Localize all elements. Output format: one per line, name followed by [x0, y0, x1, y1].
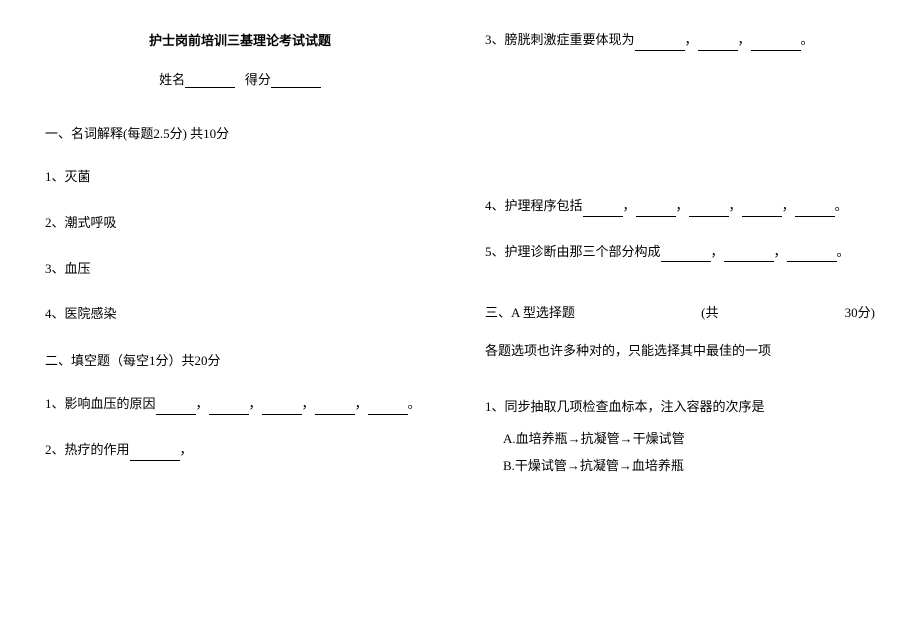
q2-2-prefix: 2、热疗的作用	[45, 442, 130, 457]
name-label: 姓名	[159, 72, 185, 87]
blank	[368, 401, 408, 415]
blank	[742, 203, 782, 217]
q2-4-prefix: 4、护理程序包括	[485, 198, 583, 213]
blank	[636, 203, 676, 217]
blank	[661, 248, 711, 262]
blank	[583, 203, 623, 217]
spacer	[485, 287, 875, 302]
spacer	[485, 76, 875, 196]
spacer	[485, 387, 875, 397]
score-label: 得分	[245, 72, 271, 87]
q3-1-a: A.血培养瓶→抗凝管→干燥试管	[503, 428, 875, 447]
q1-4: 4、医院感染	[45, 304, 435, 325]
blank	[724, 248, 774, 262]
section3-mid: (共	[701, 302, 718, 321]
q2-3: 3、膀胱刺激症重要体现为，，。	[485, 30, 875, 51]
q3-1: 1、同步抽取几项检查血标本，注入容器的次序是	[485, 397, 875, 418]
section2-header: 二、填空题（每空1分）共20分	[45, 350, 435, 369]
blank	[262, 401, 302, 415]
q2-5: 5、护理诊断由那三个部分构成，，。	[485, 242, 875, 263]
blank	[209, 401, 249, 415]
left-column: 护士岗前培训三基理论考试试题 姓名 得分 一、名词解释(每题2.5分) 共10分…	[20, 30, 460, 607]
blank	[689, 203, 729, 217]
q1-3: 3、血压	[45, 259, 435, 280]
section3-label: 三、A 型选择题	[485, 302, 575, 321]
q1-2: 2、潮式呼吸	[45, 213, 435, 234]
q3-1-b: B.干燥试管→抗凝管→血培养瓶	[503, 455, 875, 474]
section3-points: 30分)	[845, 302, 875, 321]
name-blank	[185, 74, 235, 88]
q2-1-prefix: 1、影响血压的原因	[45, 396, 156, 411]
name-score-line: 姓名 得分	[45, 69, 435, 88]
q1-1: 1、灭菌	[45, 167, 435, 188]
q2-3-prefix: 3、膀胱刺激症重要体现为	[485, 32, 635, 47]
score-blank	[271, 74, 321, 88]
blank	[315, 401, 355, 415]
blank	[156, 401, 196, 415]
right-column: 3、膀胱刺激症重要体现为，，。 4、护理程序包括，，，，。 5、护理诊断由那三个…	[460, 30, 900, 607]
section3-header: 三、A 型选择题 (共 30分)	[485, 302, 875, 321]
blank	[795, 203, 835, 217]
q2-1: 1、影响血压的原因，，，，。	[45, 394, 435, 415]
blank	[787, 248, 837, 262]
q2-5-prefix: 5、护理诊断由那三个部分构成	[485, 244, 661, 259]
section3-note: 各题选项也许多种对的，只能选择其中最佳的一项	[485, 341, 875, 362]
exam-title: 护士岗前培训三基理论考试试题	[45, 30, 435, 49]
q2-2: 2、热疗的作用，	[45, 440, 435, 461]
q2-4: 4、护理程序包括，，，，。	[485, 196, 875, 217]
blank	[635, 37, 685, 51]
blank	[130, 447, 180, 461]
blank	[698, 37, 738, 51]
section1-header: 一、名词解释(每题2.5分) 共10分	[45, 123, 435, 142]
blank	[751, 37, 801, 51]
